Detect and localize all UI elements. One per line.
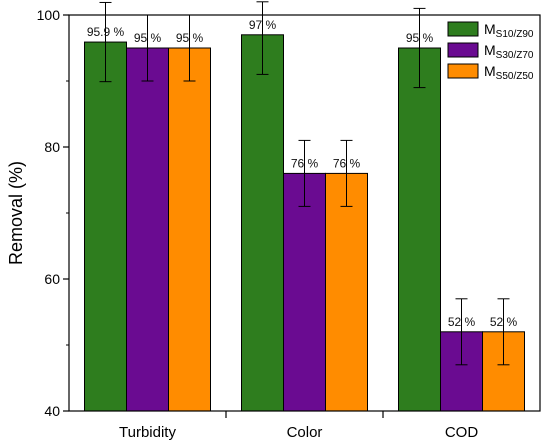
category-label-cod: COD xyxy=(445,424,479,441)
bar-color-s50-z50 xyxy=(325,172,368,412)
data-label: 95 % xyxy=(176,31,204,45)
category-label-color: Color xyxy=(287,424,323,441)
legend-label-subscript: S30/Z70 xyxy=(496,50,534,61)
bar-color-s30-z70 xyxy=(283,172,326,412)
legend-label-main: M xyxy=(484,21,496,37)
y-tick-label: 40 xyxy=(44,403,60,419)
data-label: 76 % xyxy=(333,156,361,170)
data-label: 95.9 % xyxy=(87,25,125,39)
chart-axes: Turbidity Color COD 40 60 80 100 Removal (%) xyxy=(6,7,541,441)
category-label-turbidity: Turbidity xyxy=(119,424,176,441)
legend-swatch xyxy=(447,63,479,79)
legend-label: MS30/Z70 xyxy=(484,42,534,61)
bar-turbidity-s50-z50 xyxy=(168,47,211,412)
bar-turbidity-s10-z90 xyxy=(84,41,127,412)
data-label: 76 % xyxy=(291,156,319,170)
data-label: 52 % xyxy=(490,315,518,329)
legend-label-main: M xyxy=(484,42,496,58)
data-label: 95 % xyxy=(134,31,162,45)
y-axis-title: Removal (%) xyxy=(6,161,26,265)
data-label: 97 % xyxy=(249,18,277,32)
y-tick-label: 80 xyxy=(44,139,60,155)
legend-swatch xyxy=(447,21,479,37)
legend-label-subscript: S50/Z50 xyxy=(496,71,534,82)
legend-label: MS10/Z90 xyxy=(484,21,534,40)
data-label: 95 % xyxy=(406,31,434,45)
legend-swatch xyxy=(447,42,479,58)
legend-label: MS50/Z50 xyxy=(484,63,534,82)
legend-label-subscript: S10/Z90 xyxy=(496,29,534,40)
y-tick-label: 60 xyxy=(44,271,60,287)
bar-color-s10-z90 xyxy=(241,34,284,412)
chart-marks: 95.9 % 95 % 95 % 97 % 76 % 76 % 95 % 52 % 52 % xyxy=(84,1,525,412)
data-label: 52 % xyxy=(448,315,476,329)
bar-turbidity-s30-z70 xyxy=(126,47,169,412)
bar-cod-s10-z90 xyxy=(398,47,441,412)
y-tick-label: 100 xyxy=(37,7,61,23)
legend-label-main: M xyxy=(484,63,496,79)
